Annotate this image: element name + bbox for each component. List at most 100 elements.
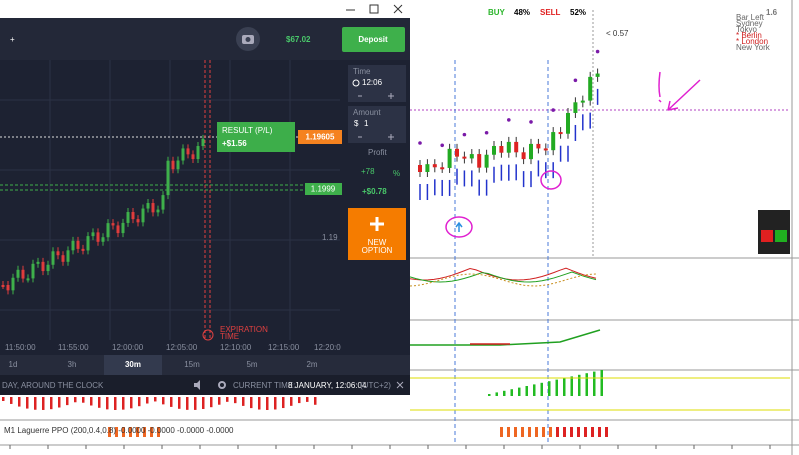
histogram-bar (106, 397, 109, 410)
time-box[interactable] (348, 65, 406, 102)
period[interactable]: 2m (306, 360, 317, 369)
histogram-bar (194, 397, 197, 410)
period[interactable]: 30m (125, 360, 141, 369)
histogram-bar (178, 397, 181, 409)
profit-percent: +78 (361, 167, 375, 176)
sound-icon[interactable] (194, 380, 200, 390)
ppo-bar (556, 427, 559, 437)
time-tick: 12:05:00 (166, 343, 198, 352)
candle (81, 248, 85, 251)
candle (101, 237, 105, 242)
camera-button[interactable] (236, 27, 260, 51)
candle (588, 76, 593, 101)
histogram-bar (488, 394, 491, 396)
stepper[interactable] (358, 93, 394, 99)
candle (447, 148, 452, 168)
ratio: < 0.57 (606, 29, 629, 38)
sessions: Bar Left Sydney Tokyo * Berlin * London … (736, 13, 771, 52)
histogram-bar (525, 386, 528, 396)
candle (201, 138, 205, 147)
mini-panel (758, 210, 790, 254)
signal-dot (529, 120, 533, 124)
signal-dot (595, 49, 600, 54)
histogram-bar (274, 397, 277, 410)
ppo-bar (549, 427, 552, 437)
app-window: + $67.02 Deposit RESULT (P/L) +$1.56 1.1… (0, 0, 410, 395)
stepper[interactable] (358, 134, 394, 140)
amount-box[interactable] (348, 106, 406, 143)
session: * London (736, 37, 768, 46)
candle (477, 154, 482, 168)
window-controls[interactable] (346, 4, 403, 14)
histogram-bar (130, 397, 133, 409)
add-tab[interactable]: + (10, 35, 15, 44)
schedule: DAY, AROUND THE CLOCK (2, 381, 104, 390)
candle (191, 154, 195, 160)
period[interactable]: 3h (68, 360, 77, 369)
histogram-bar (266, 397, 269, 410)
clock-icon (352, 79, 360, 87)
candle (196, 146, 200, 160)
price-tag (305, 183, 342, 195)
deposit-button[interactable] (342, 27, 405, 52)
ppo-bar (605, 427, 608, 437)
histogram-bar (202, 397, 205, 409)
expiration: TIME (220, 332, 239, 341)
price-tag (298, 130, 342, 144)
candle (506, 141, 511, 153)
profit-label: Profit (368, 148, 387, 157)
ppo-bar (143, 427, 146, 437)
candle (31, 263, 35, 279)
periods: 1d 3h 30m 15m 5m 2m (9, 360, 318, 369)
new-option-label[interactable]: NEW (368, 238, 387, 247)
new-option-button[interactable] (348, 208, 406, 260)
period-bar (0, 355, 410, 375)
candle (566, 112, 570, 134)
deposit-label[interactable]: Deposit (358, 35, 388, 44)
ppo-bar (577, 427, 580, 437)
histogram-bar (242, 397, 245, 406)
percent-sign: % (393, 169, 400, 178)
candle (176, 160, 180, 170)
histogram-bar (218, 397, 221, 405)
histogram-bar (50, 397, 53, 410)
new-option-label[interactable]: OPTION (362, 246, 393, 255)
balance[interactable]: $67.02 (286, 35, 311, 44)
candle (595, 73, 600, 77)
annotations (445, 71, 701, 238)
candle (126, 212, 130, 223)
histogram-bar (298, 397, 301, 404)
result-title: RESULT (P/L) (222, 126, 273, 135)
time-value[interactable]: 12:06 (362, 78, 383, 87)
candle (21, 269, 25, 279)
ppo-bar (157, 427, 160, 437)
candle (543, 148, 548, 151)
histogram-bar (170, 397, 173, 407)
candle (41, 261, 45, 272)
side-panel (342, 60, 410, 355)
settings-icon[interactable] (218, 381, 226, 389)
ppo-bar (591, 427, 594, 437)
fullscreen-icon[interactable] (396, 381, 404, 389)
amount-value[interactable]: 1 (364, 119, 369, 128)
ppo-bar (570, 427, 573, 437)
histogram-bar (495, 392, 498, 396)
period[interactable]: 15m (184, 360, 200, 369)
ppo-bar (598, 427, 601, 437)
candle (492, 146, 496, 155)
histogram-bar (162, 397, 165, 405)
period[interactable]: 1d (9, 360, 18, 369)
price-current: 1.19605 (306, 133, 335, 142)
period[interactable]: 5m (246, 360, 257, 369)
time-tick: 11:55:00 (58, 343, 89, 352)
histogram-bar (122, 397, 125, 410)
session: Tokyo (736, 25, 757, 34)
ppo-label: M1 Laguerre PPO (200,0.4,0.8) -0.0000 -0… (4, 426, 234, 435)
histogram-bar (548, 381, 551, 396)
histogram-bar (250, 397, 253, 409)
ppo-bar (136, 427, 139, 437)
ppo-bar (507, 427, 510, 437)
amount-label: Amount (353, 108, 381, 117)
